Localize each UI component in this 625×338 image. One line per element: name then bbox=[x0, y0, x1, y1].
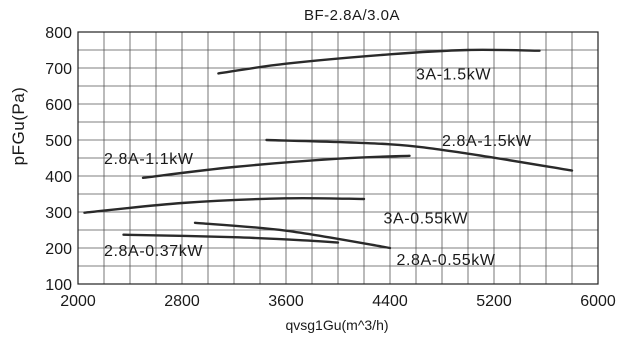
grid bbox=[78, 32, 598, 284]
curve-2-8a-0-37kw bbox=[122, 233, 340, 244]
plot-frame bbox=[77, 31, 599, 285]
x-tick-label: 5200 bbox=[476, 293, 512, 310]
y-tick-label: 400 bbox=[45, 169, 72, 186]
chart-title: BF-2.8A/3.0A bbox=[304, 7, 400, 24]
x-tick-label: 2000 bbox=[60, 293, 96, 310]
curve-label: 3A-1.5kW bbox=[416, 66, 491, 83]
curve-label: 3A-0.55kW bbox=[384, 210, 469, 227]
curve-labels: 3A-1.5kW 2.8A-1.5kW 2.8A-1.1kW 3A-0.55kW 2.8… bbox=[104, 66, 532, 269]
curve-2-8a-1-5kw bbox=[265, 138, 574, 172]
curve-label: 2.8A-1.1kW bbox=[104, 151, 194, 168]
y-tick-label: 300 bbox=[45, 205, 72, 222]
curve-label: 2.8A-1.5kW bbox=[442, 133, 532, 150]
x-tick-label: 2800 bbox=[164, 293, 200, 310]
x-tick-label: 4400 bbox=[372, 293, 408, 310]
curve-2-8a-0-55kw bbox=[193, 221, 392, 250]
y-axis-label: pFGu(Pa) bbox=[9, 87, 28, 166]
x-tick-label: 3600 bbox=[268, 293, 304, 310]
curve-2-8a-1-1kw bbox=[141, 154, 411, 179]
y-tick-label: 700 bbox=[45, 61, 72, 78]
y-tick-label: 800 bbox=[45, 25, 72, 42]
x-tick-label: 6000 bbox=[580, 293, 616, 310]
curve-label: 2.8A-0.37kW bbox=[104, 243, 203, 260]
y-tick-label: 500 bbox=[45, 133, 72, 150]
y-tick-label: 600 bbox=[45, 97, 72, 114]
y-tick-label: 200 bbox=[45, 241, 72, 258]
curves bbox=[83, 48, 574, 250]
y-tick-label: 100 bbox=[45, 277, 72, 294]
curve-3a-1-5kw bbox=[217, 48, 541, 75]
curve-3a-0-55kw bbox=[83, 196, 366, 214]
x-tick-labels: 2000 2800 3600 4400 5200 6000 bbox=[60, 293, 616, 310]
y-tick-labels: 100 200 300 400 500 600 700 800 bbox=[45, 25, 72, 294]
x-axis-label: qvsg1Gu(m^3/h) bbox=[285, 317, 388, 333]
curve-label: 2.8A-0.55kW bbox=[397, 252, 496, 269]
